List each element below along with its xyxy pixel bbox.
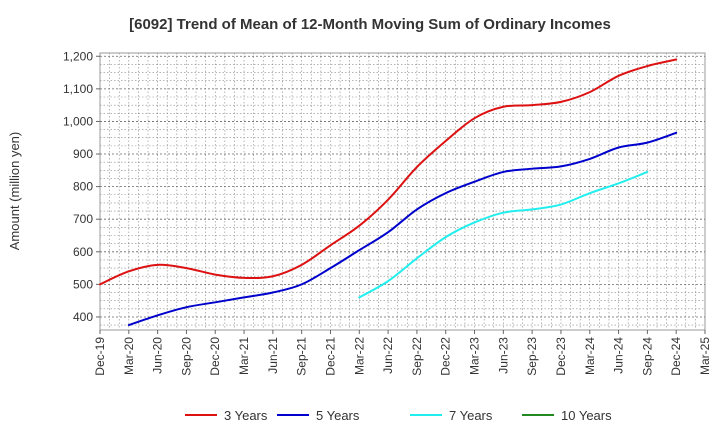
x-tick-label: Dec-19 xyxy=(93,337,107,376)
x-tick-label: Sep-20 xyxy=(179,337,193,376)
x-tick-label: Mar-24 xyxy=(583,337,597,375)
x-tick-label: Dec-22 xyxy=(439,337,453,376)
y-tick-label: 500 xyxy=(73,277,93,291)
chart-title: [6092] Trend of Mean of 12-Month Moving … xyxy=(129,16,611,33)
x-tick-label: Sep-22 xyxy=(410,337,424,376)
plot-area xyxy=(99,52,706,331)
legend: 3 Years 5 Years 7 Years 10 Years xyxy=(185,408,612,423)
x-tick-label: Dec-21 xyxy=(323,337,337,376)
x-tick-label: Jun-24 xyxy=(612,337,626,374)
x-tick-label: Jun-20 xyxy=(151,337,165,374)
legend-label-3-years: 3 Years xyxy=(224,408,268,423)
y-tick-label: 900 xyxy=(73,147,93,161)
y-tick-label: 1,200 xyxy=(63,49,93,63)
x-tick-label: Mar-22 xyxy=(352,337,366,375)
x-tick-label: Sep-21 xyxy=(295,337,309,376)
x-tick-label: Mar-23 xyxy=(468,337,482,375)
x-axis-ticks: Dec-19 Mar-20 Jun-20 Sep-20 Dec-20 Mar-21 Jun-… xyxy=(93,330,712,376)
y-tick-label: 1,000 xyxy=(63,114,93,128)
legend-label-10-years: 10 Years xyxy=(561,408,612,423)
y-axis-ticks: 400 500 600 700 800 900 1,000 1,100 1,200 xyxy=(63,49,100,324)
x-tick-label: Dec-23 xyxy=(554,337,568,376)
x-tick-label: Sep-23 xyxy=(525,337,539,376)
y-tick-label: 800 xyxy=(73,180,93,194)
y-tick-label: 600 xyxy=(73,245,93,259)
x-tick-label: Mar-21 xyxy=(237,337,251,375)
x-tick-label: Sep-24 xyxy=(640,337,654,376)
legend-label-7-years: 7 Years xyxy=(449,408,493,423)
series-line-3-years xyxy=(99,58,678,286)
series-line-5-years xyxy=(127,131,678,327)
y-axis-label: Amount (million yen) xyxy=(7,132,22,251)
y-tick-label: 400 xyxy=(73,310,93,324)
y-tick-label: 700 xyxy=(73,212,93,226)
legend-label-5-years: 5 Years xyxy=(316,408,360,423)
x-tick-label: Mar-25 xyxy=(698,337,712,375)
y-tick-label: 1,100 xyxy=(63,82,93,96)
series-line-7-years xyxy=(358,170,649,299)
x-tick-label: Dec-24 xyxy=(669,337,683,376)
grid xyxy=(100,53,705,330)
x-tick-label: Jun-22 xyxy=(381,337,395,374)
x-tick-label: Jun-21 xyxy=(266,337,280,374)
x-tick-label: Jun-23 xyxy=(496,337,510,374)
x-tick-label: Mar-20 xyxy=(122,337,136,375)
series-lines xyxy=(99,58,678,327)
x-tick-label: Dec-20 xyxy=(208,337,222,376)
